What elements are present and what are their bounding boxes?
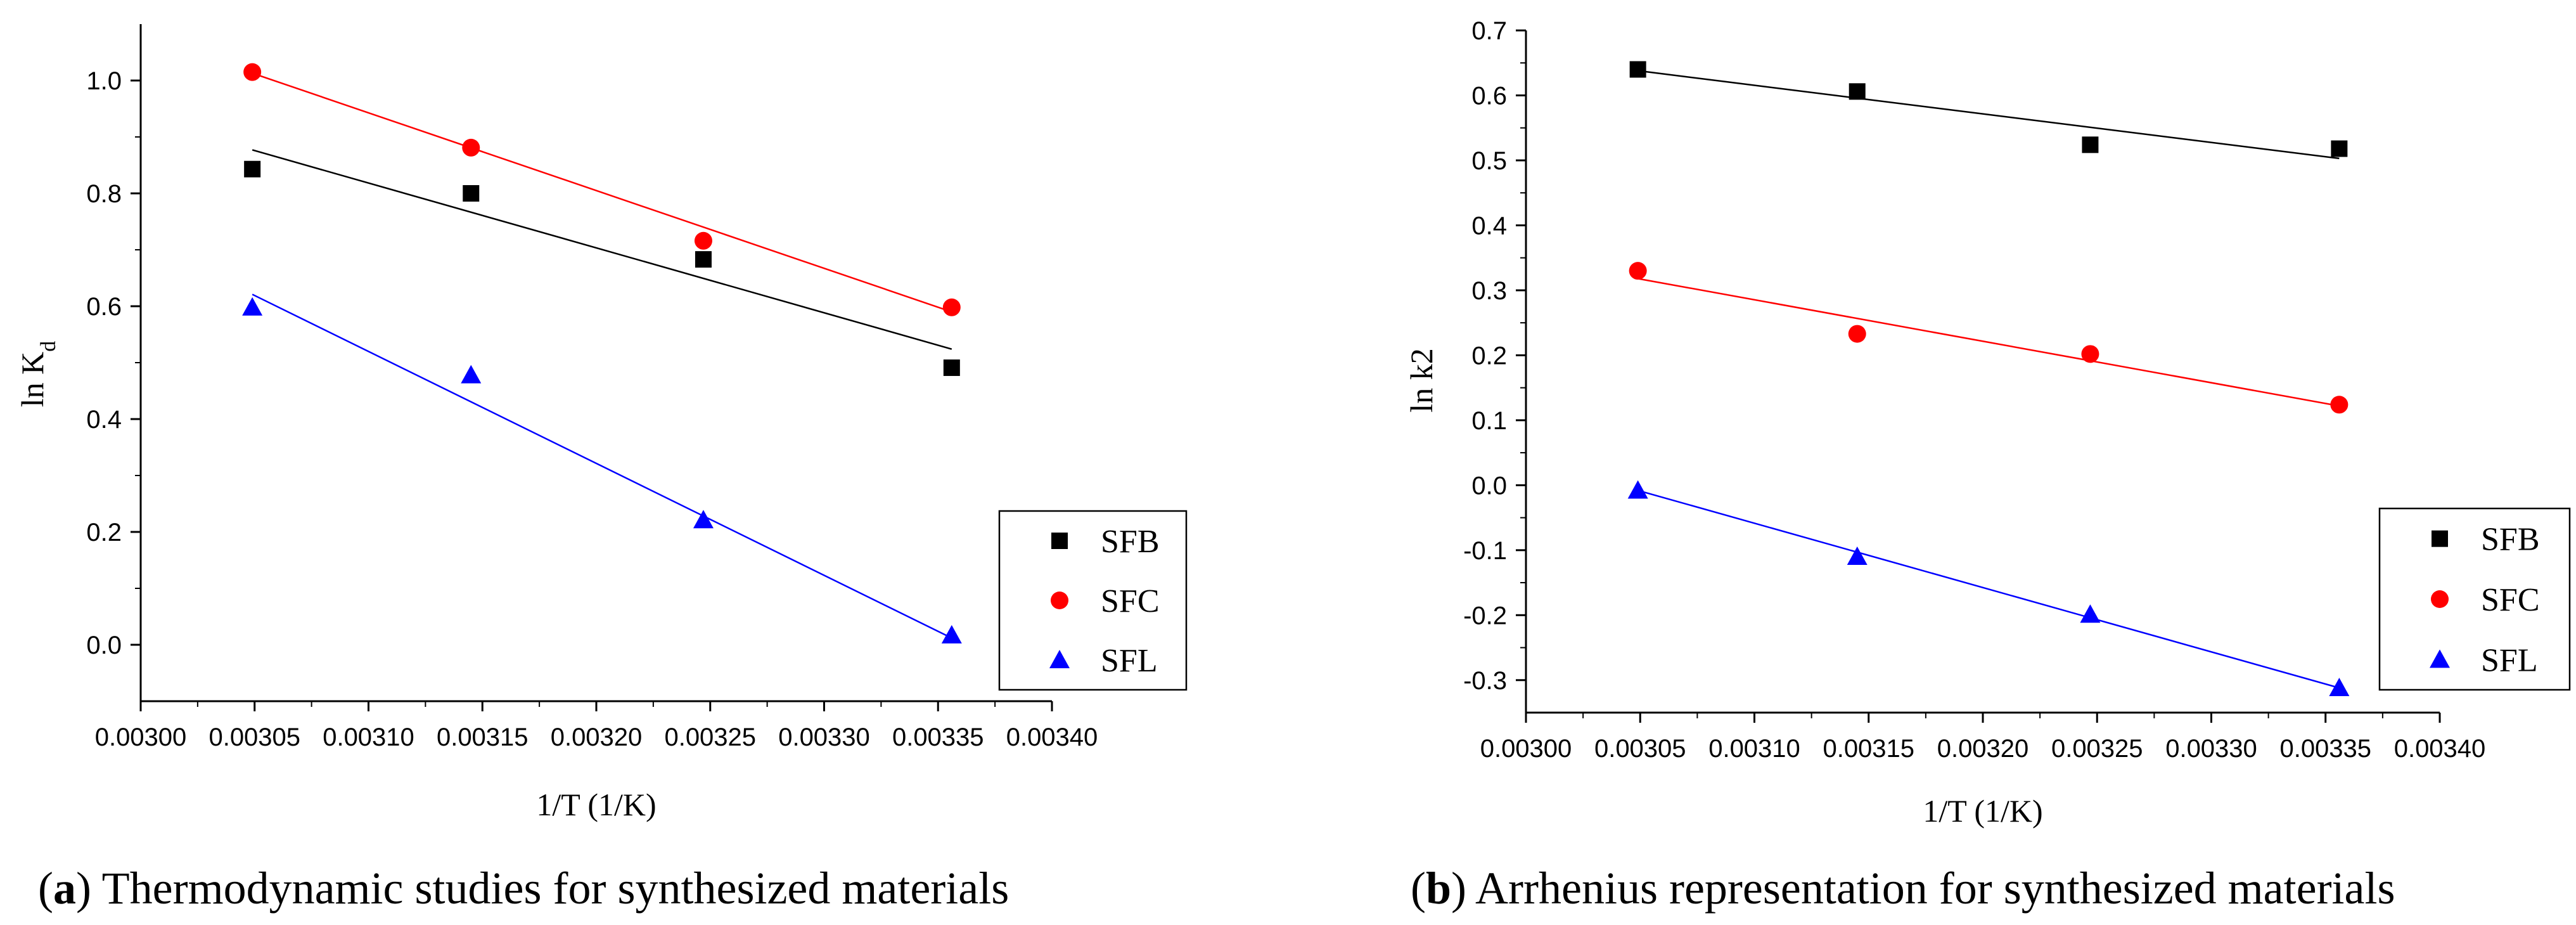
x-tick-label: 0.00325 [664, 723, 756, 751]
data-point-sfc [2330, 396, 2349, 414]
data-point-sfl [2080, 604, 2101, 623]
y-axis-label: ln k2 [1404, 348, 1439, 412]
legend-box [998, 510, 1188, 691]
figure-caption: (a) Thermodynamic studies for synthesize… [38, 863, 1009, 914]
x-tick-label: 0.00310 [1708, 735, 1800, 763]
y-tick-label: 0.5 [1471, 147, 1507, 175]
x-tick-label: 0.00340 [2394, 735, 2486, 763]
y-tick-label: 0.1 [1471, 407, 1507, 435]
chart-b-arrhenius: 0.00300 0.00305 0.00310 0.00315 0.00320 0.003… [1404, 17, 2571, 914]
figure-caption: (b) Arrhenius representation for synthes… [1411, 863, 2395, 914]
data-point-sfb [2082, 136, 2099, 153]
y-axis-label: ln Kd [15, 341, 60, 408]
y-tick-label: 0.4 [86, 406, 122, 434]
y-tick-label: -0.1 [1463, 537, 1507, 565]
legend-marker-sfb [1051, 533, 1068, 549]
data-point-sfl [461, 365, 482, 384]
data-point-sfl [693, 510, 714, 529]
legend-marker-sfl [1049, 650, 1070, 668]
data-point-sfc [1629, 262, 1647, 280]
legend-label-sfc: SFC [2481, 582, 2540, 618]
x-tick-label: 0.00335 [2279, 735, 2371, 763]
legend-marker-sfc [2431, 590, 2449, 608]
x-tick-label: 0.00330 [778, 723, 870, 751]
caption-letter: a [53, 863, 76, 914]
data-point-sfb [244, 160, 261, 178]
data-point-sfc [243, 63, 262, 81]
data-point-sfl [1847, 547, 1868, 566]
x-tick-label: 0.00320 [1937, 735, 2029, 763]
x-tick-label: 0.00300 [1480, 735, 1572, 763]
caption-letter: b [1426, 863, 1451, 914]
legend-marker-sfb [2432, 530, 2448, 547]
y-tick-label: 0.2 [86, 519, 122, 547]
fit-line-sfl [1637, 489, 2340, 689]
y-tick-label: -0.3 [1463, 667, 1507, 695]
y-tick-label: 0.7 [1471, 17, 1507, 45]
data-point-sfl [242, 297, 263, 316]
fit-line-sfb [1637, 70, 2340, 160]
y-tick-label: 0.6 [86, 293, 122, 321]
x-tick-label: 0.00315 [1823, 735, 1914, 763]
y-tick-label: 0.2 [1471, 342, 1507, 370]
data-point-sfb [1629, 61, 1646, 78]
x-tick-label: 0.00320 [551, 723, 643, 751]
fit-line-sfl [252, 294, 952, 639]
x-tick-label: 0.00310 [323, 723, 414, 751]
data-point-sfb [695, 251, 712, 268]
data-point-sfl [941, 624, 962, 644]
chart-a-thermodynamic: 0.00300 0.00305 0.00310 0.00315 0.00320 0.003… [15, 24, 1188, 914]
legend-label-sfc: SFC [1101, 583, 1160, 619]
data-point-sfb [943, 359, 960, 377]
data-point-sfl [2329, 678, 2350, 697]
fit-line-sfc [252, 72, 952, 313]
y-tick-label: 0.8 [86, 180, 122, 208]
data-point-sfc [462, 138, 480, 157]
legend-marker-sfc [1051, 592, 1068, 609]
y-axis-label-main: ln k2 [1404, 348, 1439, 412]
x-tick-label: 0.00305 [208, 723, 300, 751]
x-tick-label: 0.00335 [892, 723, 984, 751]
data-point-sfb [1849, 83, 1866, 100]
legend-label-sfb: SFB [1101, 524, 1160, 560]
x-tick-label: 0.00325 [2051, 735, 2143, 763]
y-axis-label-main: ln K [15, 352, 50, 408]
y-tick-label: -0.2 [1463, 602, 1507, 630]
data-point-sfb [463, 185, 480, 202]
x-tick-label: 0.00305 [1594, 735, 1686, 763]
y-tick-label: 0.6 [1471, 82, 1507, 110]
x-axis-label: 1/T (1/K) [1923, 793, 2042, 829]
caption-text: Thermodynamic studies for synthesized ma… [91, 863, 1009, 914]
data-point-sfc [942, 298, 961, 316]
x-tick-label: 0.00330 [2165, 735, 2257, 763]
legend-label-sfl: SFL [2481, 642, 2538, 678]
y-tick-label: 0.4 [1471, 212, 1507, 240]
x-tick-label: 0.00315 [437, 723, 529, 751]
y-tick-label: 0.0 [86, 631, 122, 659]
x-tick-label: 0.00300 [95, 723, 187, 751]
y-tick-label: 0.3 [1471, 277, 1507, 305]
y-tick-label: 0.0 [1471, 472, 1507, 500]
caption-text: Arrhenius representation for synthesized… [1466, 863, 2395, 914]
legend-label-sfl: SFL [1101, 643, 1158, 679]
fit-line-sfb [252, 149, 952, 350]
x-axis-label: 1/T (1/K) [536, 787, 656, 822]
legend-box [2378, 507, 2571, 691]
y-axis-label-subscript: d [37, 341, 60, 352]
y-tick-label: 1.0 [86, 67, 122, 95]
data-point-sfb [2331, 140, 2348, 157]
x-tick-label: 0.00340 [1006, 723, 1098, 751]
legend-marker-sfl [2430, 649, 2450, 668]
legend-label-sfb: SFB [2481, 522, 2540, 558]
data-point-sfc [1848, 325, 1866, 343]
data-point-sfc [2081, 345, 2099, 363]
fit-line-sfc [1637, 278, 2340, 407]
data-point-sfc [694, 231, 712, 250]
data-point-sfl [1627, 480, 1648, 499]
